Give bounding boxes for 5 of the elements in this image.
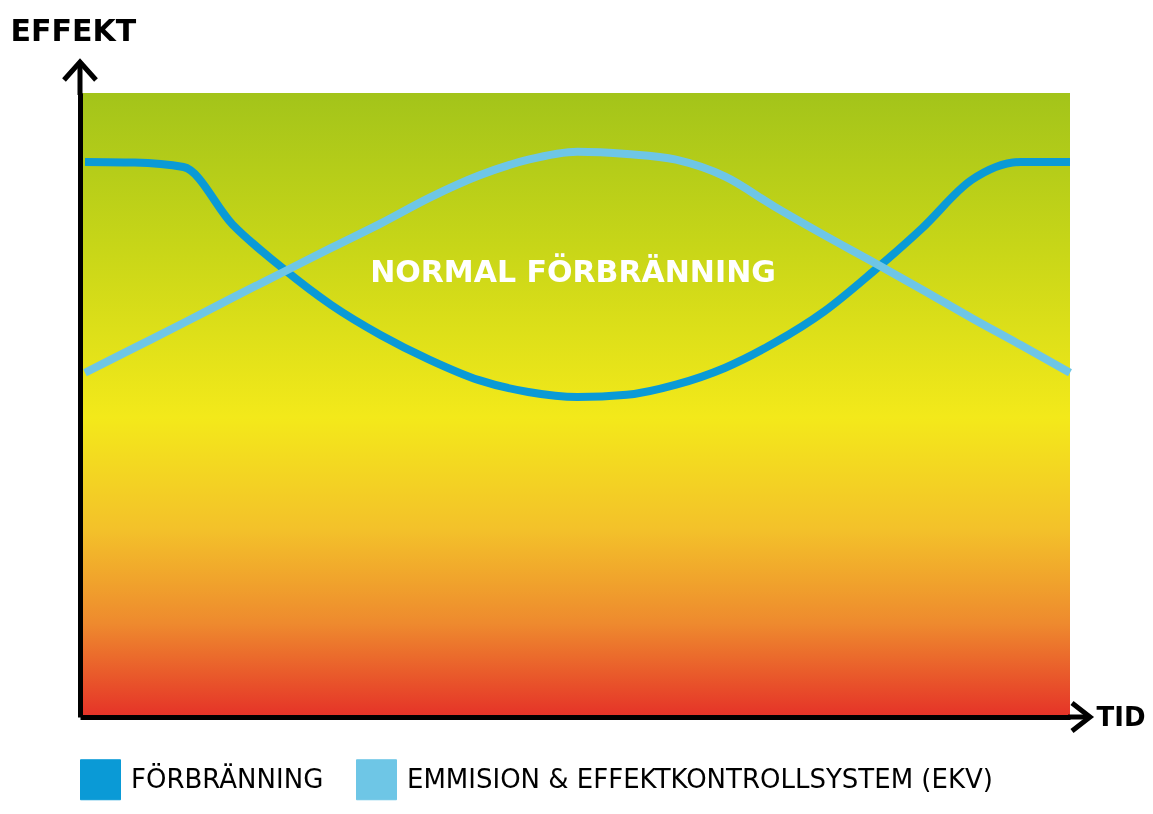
legend-label: FÖRBRÄNNING <box>131 762 324 794</box>
legend-label: EMMISION & EFFEKTKONTROLLSYSTEM (EKV) <box>407 763 993 794</box>
annotation: NORMAL FÖRBRÄNNING <box>370 253 776 289</box>
y-axis-title: EFFEKT <box>10 12 137 48</box>
x-axis-title: TID <box>1096 701 1146 732</box>
